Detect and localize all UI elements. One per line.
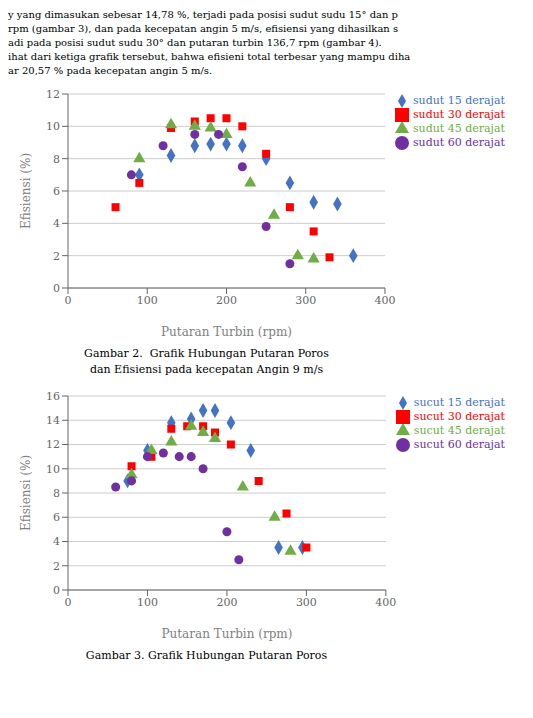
svg-text:0: 0 [65, 596, 72, 609]
svg-text:14: 14 [46, 414, 60, 427]
svg-text:200: 200 [216, 294, 237, 307]
html-text:sudut 15 derajat: sudut 15 derajat [413, 94, 505, 107]
html-text:sucut 45 derajat: sucut 45 derajat [413, 424, 505, 437]
html-text:Gambar 2. Grafik Hubungan Puta: Gambar 2. Grafik Hubungan Putaran Poros [84, 347, 329, 360]
svg-text:100: 100 [137, 596, 158, 609]
html-text:sudut 60 derajat: sudut 60 derajat [413, 136, 505, 149]
svg-text:6: 6 [53, 185, 60, 198]
html-text:ar 20,57 % pada kecepatan angi: ar 20,57 % pada kecepatan angin 5 m/s. [8, 65, 213, 76]
svg-text:Putaran Turbin (rpm): Putaran Turbin (rpm) [161, 325, 292, 339]
svg-text:16: 16 [46, 390, 60, 403]
svg-text:Putaran Turbin (rpm): Putaran Turbin (rpm) [161, 627, 292, 641]
html-text:dan Efisiensi pada kecepatan A: dan Efisiensi pada kecepatan Angin 9 m/s [89, 363, 324, 376]
html-text:y yang dimasukan sebesar 14,78: y yang dimasukan sebesar 14,78 %, terjad… [8, 9, 398, 20]
svg-text:400: 400 [375, 596, 396, 609]
svg-text:300: 300 [295, 294, 316, 307]
html-text:ihat dari ketiga grafik terseb: ihat dari ketiga grafik tersebut, bahwa … [8, 51, 411, 62]
svg-text:12: 12 [46, 438, 60, 451]
html-text:sucut 30 derajat: sucut 30 derajat [413, 410, 505, 423]
svg-text:8: 8 [53, 487, 60, 500]
svg-text:0: 0 [65, 294, 72, 307]
svg-text:0: 0 [53, 282, 60, 295]
svg-text:0: 0 [53, 584, 60, 597]
svg-text:200: 200 [216, 596, 237, 609]
svg-text:4: 4 [53, 217, 60, 230]
svg-text:Efisiensi (%): Efisiensi (%) [19, 455, 33, 531]
svg-text:6: 6 [53, 511, 60, 524]
svg-text:300: 300 [296, 596, 317, 609]
svg-text:10: 10 [46, 120, 60, 133]
svg-text:Efisiensi (%): Efisiensi (%) [19, 153, 33, 229]
svg-text:10: 10 [46, 463, 60, 476]
html-text:Gambar 3. Grafik Hubungan Puta: Gambar 3. Grafik Hubungan Putaran Poros [85, 649, 328, 662]
html-text:sudut 45 derajat: sudut 45 derajat [413, 122, 505, 135]
svg-text:8: 8 [53, 153, 60, 166]
html-text:sucut 15 derajat: sucut 15 derajat [413, 396, 505, 409]
html-text:sudut 30 derajat: sudut 30 derajat [413, 108, 505, 121]
svg-text:100: 100 [137, 294, 158, 307]
svg-text:2: 2 [53, 560, 60, 573]
html-text:sucut 60 derajat: sucut 60 derajat [413, 438, 505, 451]
html-text:adi pada posisi sudut sudu 30°: adi pada posisi sudut sudu 30° dan putar… [8, 37, 382, 48]
svg-text:2: 2 [53, 250, 60, 263]
svg-text:4: 4 [53, 535, 60, 548]
svg-text:12: 12 [46, 88, 60, 101]
svg-text:400: 400 [374, 294, 395, 307]
html-text:rpm (gambar 3), dan pada kecep: rpm (gambar 3), dan pada kecepatan angin… [8, 23, 399, 34]
